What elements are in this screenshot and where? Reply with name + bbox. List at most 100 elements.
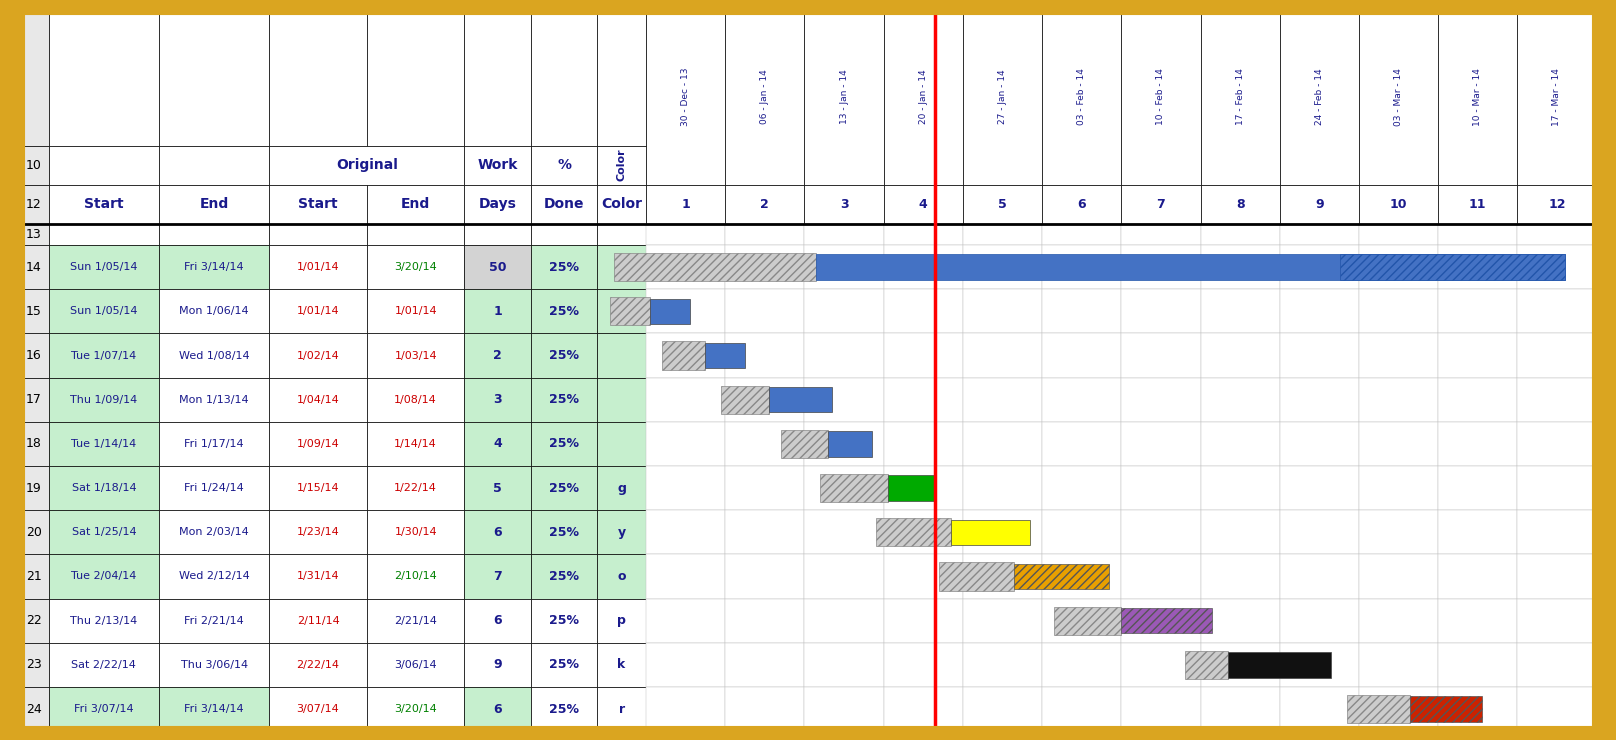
Bar bbox=[464, 9, 530, 146]
Bar bbox=[1122, 223, 1201, 245]
Text: 2/11/14: 2/11/14 bbox=[297, 616, 339, 625]
Text: 14: 14 bbox=[26, 260, 42, 274]
Bar bbox=[270, 643, 367, 687]
Bar bbox=[805, 422, 884, 466]
Bar bbox=[158, 422, 270, 466]
Bar bbox=[726, 334, 805, 377]
Text: End: End bbox=[199, 197, 229, 211]
Bar bbox=[48, 687, 158, 731]
Bar bbox=[464, 466, 530, 510]
Text: 3: 3 bbox=[493, 393, 503, 406]
Bar bbox=[1280, 245, 1359, 289]
Bar bbox=[1359, 422, 1438, 466]
Bar bbox=[1280, 289, 1359, 334]
Bar bbox=[270, 184, 367, 223]
Text: 3/06/14: 3/06/14 bbox=[394, 660, 436, 670]
Bar bbox=[367, 377, 464, 422]
Bar bbox=[48, 510, 158, 554]
Bar bbox=[721, 386, 769, 414]
Bar bbox=[1042, 184, 1122, 223]
Text: 1/23/14: 1/23/14 bbox=[297, 528, 339, 537]
Bar bbox=[1438, 422, 1517, 466]
Bar bbox=[19, 466, 48, 510]
Text: 8: 8 bbox=[1236, 198, 1244, 211]
Text: 25%: 25% bbox=[549, 393, 579, 406]
Text: 9: 9 bbox=[1315, 198, 1324, 211]
Bar bbox=[805, 184, 884, 223]
Bar bbox=[1517, 9, 1597, 184]
Text: 12: 12 bbox=[26, 198, 42, 211]
Bar bbox=[1438, 9, 1517, 184]
Text: 5: 5 bbox=[493, 482, 503, 494]
Bar bbox=[1042, 643, 1122, 687]
Bar bbox=[963, 422, 1042, 466]
Bar bbox=[769, 387, 832, 412]
Bar bbox=[1122, 466, 1201, 510]
Bar bbox=[1517, 687, 1597, 731]
Bar bbox=[726, 687, 805, 731]
Bar bbox=[963, 377, 1042, 422]
Bar bbox=[1517, 466, 1597, 510]
Bar bbox=[1228, 652, 1332, 678]
Bar bbox=[1122, 599, 1201, 643]
Bar bbox=[158, 289, 270, 334]
Bar bbox=[530, 146, 598, 184]
Text: Sat 1/25/14: Sat 1/25/14 bbox=[71, 528, 136, 537]
Bar bbox=[1438, 377, 1517, 422]
Bar bbox=[48, 599, 158, 643]
Text: Sun 1/05/14: Sun 1/05/14 bbox=[69, 306, 137, 317]
Bar bbox=[1042, 687, 1122, 731]
Bar bbox=[781, 430, 827, 458]
Bar bbox=[270, 9, 367, 146]
Bar bbox=[1280, 554, 1359, 599]
Bar bbox=[816, 255, 1564, 280]
Text: 6: 6 bbox=[1078, 198, 1086, 211]
Text: 25%: 25% bbox=[549, 659, 579, 671]
Bar bbox=[598, 510, 646, 554]
Text: 17 - Mar - 14: 17 - Mar - 14 bbox=[1553, 68, 1561, 126]
Bar bbox=[530, 687, 598, 731]
Bar bbox=[646, 184, 726, 223]
Bar bbox=[158, 223, 270, 245]
Bar bbox=[963, 510, 1042, 554]
Bar bbox=[1042, 245, 1122, 289]
Bar bbox=[1122, 643, 1201, 687]
Text: Sun 1/05/14: Sun 1/05/14 bbox=[69, 262, 137, 272]
Text: Thu 3/06/14: Thu 3/06/14 bbox=[181, 660, 247, 670]
Bar bbox=[646, 422, 726, 466]
Text: 10: 10 bbox=[1390, 198, 1408, 211]
Bar bbox=[19, 9, 48, 146]
Text: %: % bbox=[558, 158, 570, 172]
Bar bbox=[1359, 599, 1438, 643]
Text: 25%: 25% bbox=[549, 526, 579, 539]
Bar bbox=[884, 554, 963, 599]
Bar bbox=[1359, 9, 1438, 184]
Bar bbox=[1359, 510, 1438, 554]
Bar bbox=[963, 223, 1042, 245]
Bar bbox=[1280, 687, 1359, 731]
Text: 6: 6 bbox=[493, 702, 503, 716]
Bar bbox=[1359, 289, 1438, 334]
Bar bbox=[1122, 687, 1201, 731]
Bar bbox=[646, 289, 726, 334]
Text: Tue 1/07/14: Tue 1/07/14 bbox=[71, 351, 136, 360]
Bar bbox=[19, 377, 48, 422]
Bar bbox=[158, 599, 270, 643]
Bar bbox=[19, 643, 48, 687]
Text: 25%: 25% bbox=[549, 482, 579, 494]
Bar bbox=[464, 146, 530, 184]
Bar bbox=[270, 377, 367, 422]
Bar bbox=[726, 223, 805, 245]
Bar bbox=[598, 422, 646, 466]
Text: 25%: 25% bbox=[549, 260, 579, 274]
Bar bbox=[963, 687, 1042, 731]
Bar bbox=[1280, 9, 1359, 184]
Bar bbox=[48, 245, 158, 289]
Bar bbox=[598, 9, 646, 146]
Text: 6: 6 bbox=[493, 614, 503, 628]
Bar bbox=[726, 245, 805, 289]
Bar bbox=[726, 510, 805, 554]
Bar bbox=[48, 334, 158, 377]
Bar bbox=[19, 184, 48, 223]
Bar bbox=[1201, 510, 1280, 554]
